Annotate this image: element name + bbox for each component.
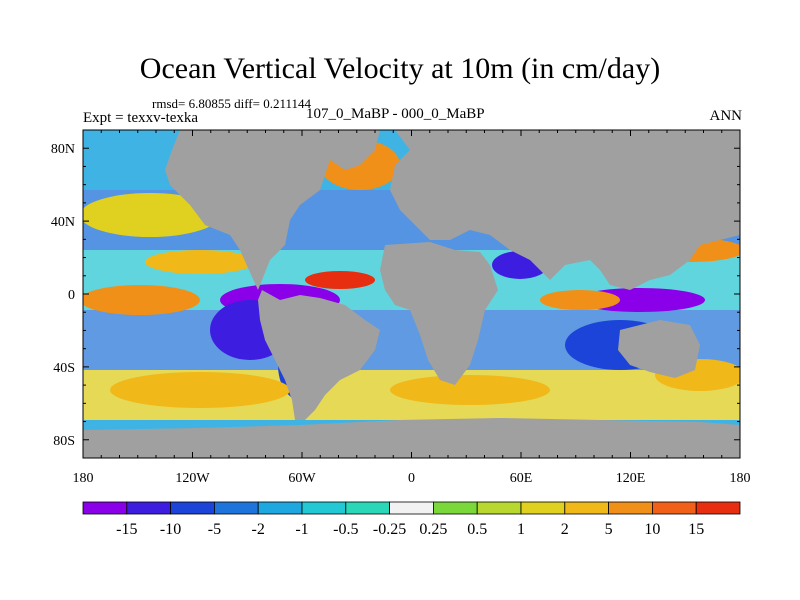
field-patch [110, 372, 290, 408]
colorbar-swatch [564, 501, 609, 515]
colorbar-swatch [389, 501, 434, 515]
y-tick-label: 80N [51, 142, 75, 157]
colorbar-swatch [82, 501, 128, 515]
plot-title: Ocean Vertical Velocity at 10m (in cm/da… [139, 52, 661, 85]
x-tick-label: 60W [288, 471, 316, 486]
colorbar-label: -0.5 [333, 521, 358, 538]
colorbar-label: 0.25 [419, 521, 447, 538]
x-tick-label: 60E [510, 471, 533, 486]
stats-text: rmsd= 6.80855 diff= 0.211144 [152, 96, 311, 111]
colorbar-label: 5 [605, 521, 613, 538]
experiment-label: Expt = texxv-texka [83, 110, 199, 126]
colorbar: -15 -10 -5 -2 -1 -0.5 -0.25 0.25 0.5 1 2 5 10 15 [82, 501, 741, 538]
x-tick-label: 120E [616, 471, 646, 486]
colorbar-swatch [213, 501, 259, 515]
colorbar-label: 2 [561, 521, 569, 538]
colorbar-label: 15 [688, 521, 704, 538]
x-tick-label: 120W [175, 471, 210, 486]
colorbar-swatch [170, 501, 215, 515]
colorbar-label: 1 [517, 521, 525, 538]
colorbar-label: 10 [644, 521, 660, 538]
colorbar-swatch [432, 501, 478, 515]
colorbar-label: -2 [252, 521, 265, 538]
axis-ticks: 180 120W 60W 0 60E 120E 180 80N 40N 0 40S 80S [51, 129, 751, 486]
x-tick-label: 180 [73, 471, 94, 486]
map-field [83, 130, 740, 458]
colorbar-label: -10 [160, 521, 181, 538]
colorbar-swatch [476, 501, 522, 515]
field-patch [540, 290, 620, 310]
colorbar-swatch [520, 501, 566, 515]
colorbar-label: -5 [208, 521, 221, 538]
y-tick-label: 40N [51, 215, 75, 230]
colorbar-swatch [257, 501, 303, 515]
colorbar-swatch [695, 501, 741, 515]
colorbar-swatch [301, 501, 347, 515]
colorbar-label: -0.25 [373, 521, 406, 538]
field-patch [305, 271, 375, 289]
colorbar-swatch [652, 501, 697, 515]
colorbar-swatch [608, 501, 653, 515]
x-tick-label: 180 [730, 471, 751, 486]
colorbar-swatch [126, 501, 172, 515]
y-tick-label: 80S [53, 434, 75, 449]
land-masses [83, 130, 740, 458]
field-patch [83, 285, 200, 315]
subtitle: 107_0_MaBP - 000_0_MaBP [306, 106, 485, 122]
colorbar-swatch [345, 501, 390, 515]
field-patch [145, 250, 255, 274]
field-patch [83, 193, 220, 237]
field-patch [390, 375, 550, 405]
x-tick-label: 0 [408, 471, 415, 486]
colorbar-label: -15 [116, 521, 137, 538]
y-tick-label: 0 [68, 288, 75, 303]
colorbar-label: 0.5 [467, 521, 487, 538]
y-tick-label: 40S [53, 361, 75, 376]
season-label: ANN [709, 108, 743, 124]
colorbar-label: -1 [295, 521, 308, 538]
